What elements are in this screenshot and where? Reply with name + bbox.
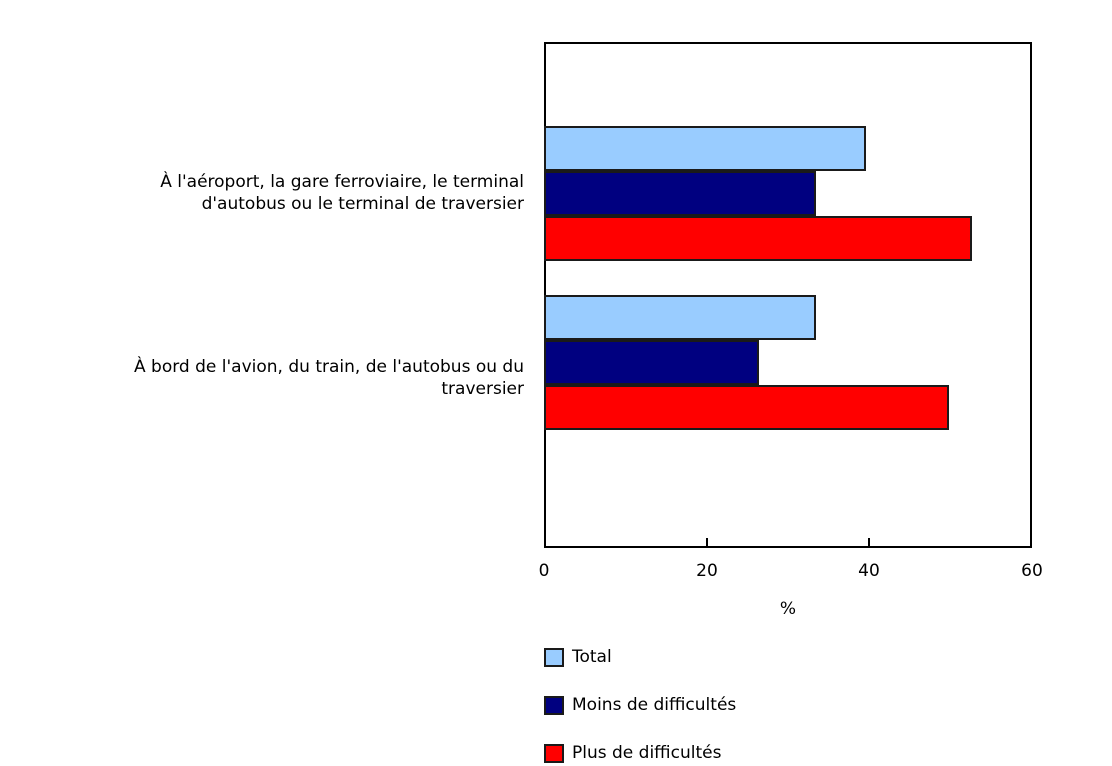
bar-cat2-total — [544, 295, 816, 340]
legend-swatch-total — [544, 647, 564, 667]
legend-label-total: Total — [572, 647, 612, 667]
bar-cat1-total — [544, 126, 866, 171]
x-tick-label-20: 20 — [696, 561, 718, 581]
bar-cat1-moins — [544, 171, 816, 216]
legend-swatch-plus — [544, 743, 564, 763]
legend-label-plus: Plus de difficultés — [572, 743, 722, 763]
bar-cat2-plus — [544, 385, 949, 430]
category-label-1-line1: À l'aéroport, la gare ferroviaire, le te… — [160, 172, 524, 192]
category-label-1-line2: d'autobus ou le terminal de traversier — [201, 194, 524, 214]
legend-item-plus: Plus de difficultés — [544, 742, 721, 764]
x-axis-title: % — [779, 599, 797, 619]
x-tick-label-0: 0 — [538, 561, 550, 581]
x-tick-20 — [706, 538, 708, 548]
category-label-2-line2: traversier — [441, 379, 524, 399]
bar-cat2-moins — [544, 340, 759, 385]
category-label-2: À bord de l'avion, du train, de l'autobu… — [44, 356, 524, 400]
x-tick-label-40: 40 — [858, 561, 880, 581]
legend-item-total: Total — [544, 646, 612, 668]
x-tick-40 — [868, 538, 870, 548]
x-tick-label-60: 60 — [1021, 561, 1043, 581]
legend-item-moins: Moins de difficultés — [544, 694, 736, 716]
category-label-1: À l'aéroport, la gare ferroviaire, le te… — [44, 171, 524, 215]
legend-label-moins: Moins de difficultés — [572, 695, 737, 715]
bar-cat1-plus — [544, 216, 972, 261]
legend-swatch-moins — [544, 695, 564, 715]
category-label-2-line1: À bord de l'avion, du train, de l'autobu… — [134, 357, 524, 377]
